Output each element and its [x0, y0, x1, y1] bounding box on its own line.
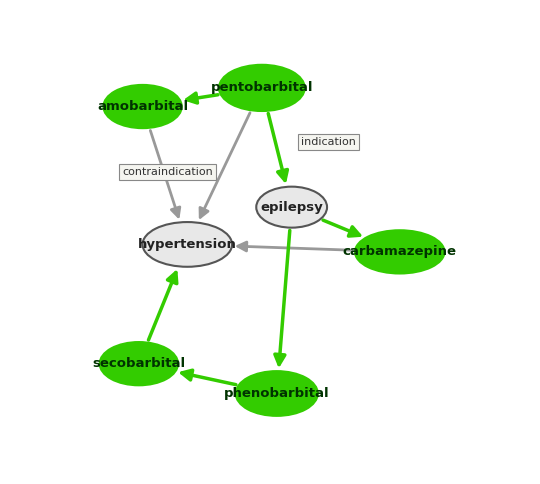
Text: phenobarbital: phenobarbital: [224, 387, 329, 400]
Ellipse shape: [355, 230, 444, 273]
Text: pentobarbital: pentobarbital: [211, 81, 313, 94]
Ellipse shape: [256, 187, 327, 227]
Text: amobarbital: amobarbital: [97, 100, 188, 113]
Text: secobarbital: secobarbital: [92, 357, 185, 370]
Ellipse shape: [236, 371, 318, 416]
Text: contraindication: contraindication: [122, 167, 213, 177]
Text: hypertension: hypertension: [138, 238, 237, 251]
Ellipse shape: [143, 222, 232, 267]
Ellipse shape: [104, 85, 182, 128]
Text: carbamazepine: carbamazepine: [343, 245, 457, 258]
Ellipse shape: [219, 65, 305, 111]
Text: indication: indication: [301, 137, 356, 147]
Text: epilepsy: epilepsy: [260, 201, 323, 213]
Ellipse shape: [100, 342, 178, 385]
